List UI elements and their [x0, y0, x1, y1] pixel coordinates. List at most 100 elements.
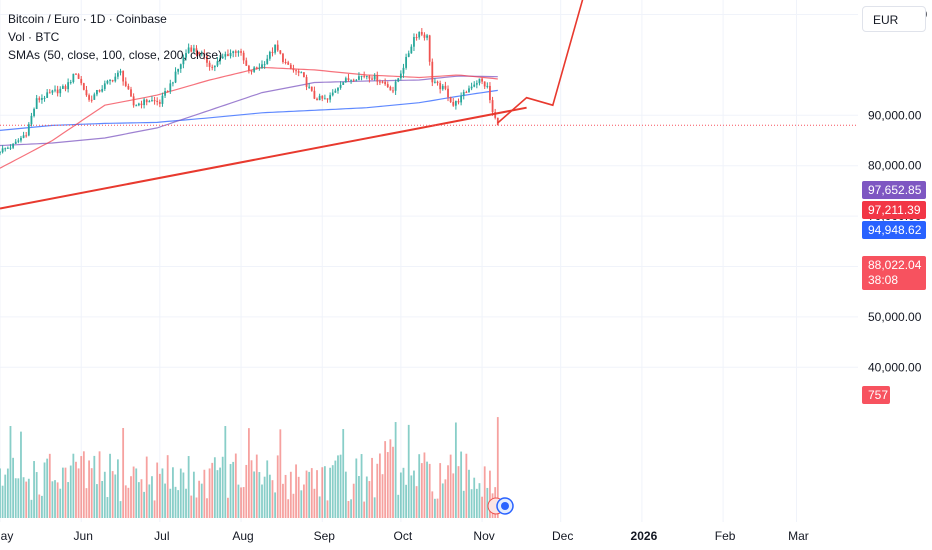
volume-bar	[38, 494, 41, 518]
candle-body	[6, 147, 9, 149]
bar-countdown: 38:08	[868, 273, 899, 287]
candle-body	[206, 55, 208, 63]
volume-bar	[227, 497, 229, 518]
volume-bar	[439, 463, 442, 518]
candle-body	[103, 83, 106, 89]
candle-body	[224, 54, 227, 57]
volume-bar	[117, 459, 119, 518]
candle-body	[449, 97, 452, 103]
candle-body	[114, 76, 117, 82]
volume-bar	[6, 468, 9, 518]
volume-bar	[177, 490, 180, 518]
candle-body	[266, 58, 269, 65]
candle-body	[358, 76, 360, 80]
volume-bar	[111, 471, 114, 518]
candle-body	[279, 50, 282, 54]
volume-bar	[187, 456, 190, 518]
candle-body	[431, 61, 434, 83]
candle-body	[274, 44, 276, 53]
volume-bar	[399, 472, 402, 518]
volume-bar	[56, 482, 59, 518]
volume-bar	[384, 441, 387, 518]
candle-body	[428, 35, 431, 62]
candle-body	[292, 68, 295, 71]
candle-body	[384, 81, 387, 85]
volume-bar	[297, 476, 300, 518]
volume-bars	[0, 417, 499, 518]
volume-bar	[292, 493, 295, 518]
candle-body	[460, 95, 463, 103]
gridlines	[0, 0, 858, 522]
time-axis[interactable]: May Jun Jul Aug Sep Oct Nov Dec 2026 Feb Mar	[0, 529, 809, 543]
volume-bar	[344, 471, 347, 518]
sma-legend[interactable]: SMAs (50, close, 100, close, 200, close)	[8, 48, 223, 62]
currency-button[interactable]: EUR	[862, 6, 926, 32]
candle-body	[316, 98, 318, 101]
volume-bar	[208, 468, 211, 518]
volume-bar	[258, 472, 261, 518]
candle-body	[250, 70, 253, 72]
events[interactable]	[487, 497, 514, 515]
candle-body	[182, 57, 185, 65]
candle-body	[258, 67, 261, 69]
candle-body	[203, 53, 206, 56]
volume-bar	[310, 468, 313, 518]
volume-bar	[156, 462, 159, 518]
volume-bar	[263, 476, 266, 518]
candle-body	[434, 81, 436, 83]
volume-bar	[397, 494, 400, 518]
volume-bar	[229, 464, 232, 518]
candle-body	[381, 81, 384, 83]
candle-body	[271, 51, 274, 53]
candle-body	[195, 48, 198, 53]
candle-body	[43, 97, 46, 99]
volume-bar	[179, 468, 182, 518]
candle-body	[59, 88, 62, 94]
volume-bar	[483, 466, 486, 518]
volume-bar	[46, 458, 49, 518]
candle-body	[420, 32, 423, 35]
volume-legend[interactable]: Vol · BTC	[8, 30, 60, 44]
volume-bar	[323, 466, 326, 518]
volume-bar	[331, 465, 334, 518]
candle-body	[169, 83, 172, 92]
volume-bar	[379, 453, 381, 518]
candle-body	[454, 100, 457, 106]
volume-bar	[342, 429, 345, 518]
volume-bar	[255, 454, 258, 518]
candle-body	[248, 65, 250, 71]
candle-body	[284, 62, 287, 64]
candle-body	[339, 84, 342, 88]
volume-bar	[284, 474, 287, 518]
candle-body	[496, 117, 499, 126]
candle-body	[153, 100, 156, 102]
volume-bar	[216, 470, 219, 518]
candle-body	[368, 75, 371, 79]
volume-bar	[127, 487, 130, 518]
volume-bar	[145, 456, 148, 518]
x-tick-label: Feb	[715, 529, 736, 543]
drawings[interactable]	[0, 0, 858, 210]
volume-bar	[303, 484, 305, 518]
candle-body	[475, 83, 478, 85]
candle-body	[35, 98, 38, 109]
volume-bar	[405, 484, 407, 518]
symbol-title[interactable]: Bitcoin / Euro · 1D · Coinbase	[8, 12, 167, 26]
candle-body	[326, 98, 329, 100]
volume-bar	[352, 483, 355, 518]
x-tick-label: Nov	[473, 529, 494, 543]
volume-bar	[316, 470, 318, 518]
volume-bar	[200, 483, 203, 518]
volume-bar	[237, 484, 240, 518]
volume-bar	[51, 481, 54, 518]
volume-bar	[124, 485, 127, 518]
volume-bar	[470, 489, 473, 518]
volume-bar	[172, 467, 174, 518]
volume-bar	[350, 499, 352, 518]
candle-body	[405, 56, 407, 68]
candle-body	[192, 48, 195, 52]
candle-body	[276, 44, 279, 51]
candle-body	[402, 67, 405, 74]
candle-body	[342, 82, 345, 85]
